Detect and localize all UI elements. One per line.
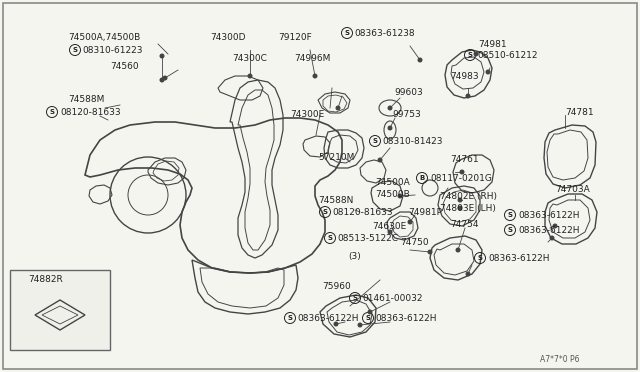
- Text: 08363-6122H: 08363-6122H: [518, 226, 579, 235]
- Text: 08363-6122H: 08363-6122H: [375, 314, 436, 323]
- Text: B: B: [419, 175, 424, 181]
- Text: 08117-0201G: 08117-0201G: [430, 174, 492, 183]
- Text: 74300E: 74300E: [290, 110, 324, 119]
- Text: 08513-5122C: 08513-5122C: [337, 234, 398, 243]
- Circle shape: [312, 74, 317, 78]
- Text: S: S: [72, 47, 77, 53]
- Text: 74996M: 74996M: [294, 54, 330, 63]
- Circle shape: [159, 54, 164, 58]
- Circle shape: [456, 247, 461, 253]
- Circle shape: [460, 170, 465, 174]
- Text: 74882R: 74882R: [28, 275, 63, 284]
- Circle shape: [367, 310, 372, 314]
- Text: 74300D: 74300D: [210, 33, 246, 42]
- Circle shape: [387, 230, 392, 234]
- Text: 74588N: 74588N: [318, 196, 353, 205]
- Text: A7*7*0 P6: A7*7*0 P6: [540, 355, 579, 364]
- Text: 74500A,74500B: 74500A,74500B: [68, 33, 140, 42]
- Text: 99753: 99753: [392, 110, 420, 119]
- Text: S: S: [328, 235, 333, 241]
- Text: 75960: 75960: [322, 282, 351, 291]
- Circle shape: [397, 193, 403, 199]
- Text: S: S: [467, 52, 472, 58]
- Text: 74803E (LH): 74803E (LH): [440, 204, 496, 213]
- Circle shape: [458, 205, 463, 211]
- Text: 08363-6122H: 08363-6122H: [488, 254, 550, 263]
- Text: 08310-61223: 08310-61223: [82, 46, 143, 55]
- Text: 74300C: 74300C: [232, 54, 267, 63]
- Text: 08310-81423: 08310-81423: [382, 137, 442, 146]
- Text: 74781: 74781: [565, 108, 594, 117]
- Circle shape: [163, 76, 168, 80]
- FancyBboxPatch shape: [10, 270, 110, 350]
- Text: S: S: [49, 109, 54, 115]
- Text: S: S: [508, 227, 513, 233]
- Text: 74761: 74761: [450, 155, 479, 164]
- Text: S: S: [353, 295, 358, 301]
- Text: 74981P: 74981P: [408, 208, 442, 217]
- Text: 74981: 74981: [478, 40, 507, 49]
- Circle shape: [474, 51, 479, 57]
- Text: 74750: 74750: [400, 238, 429, 247]
- Circle shape: [465, 272, 470, 276]
- Text: S: S: [477, 255, 483, 261]
- Circle shape: [428, 250, 433, 254]
- Circle shape: [458, 198, 463, 202]
- Text: 74983: 74983: [450, 72, 479, 81]
- Text: 08510-61212: 08510-61212: [477, 51, 538, 60]
- Circle shape: [387, 106, 392, 110]
- Text: 74703A: 74703A: [555, 185, 589, 194]
- Circle shape: [333, 321, 339, 327]
- Circle shape: [358, 323, 362, 327]
- Circle shape: [550, 235, 554, 241]
- Text: 74588M: 74588M: [68, 95, 104, 104]
- Text: 08120-81633: 08120-81633: [60, 108, 120, 117]
- Text: 74500B: 74500B: [375, 190, 410, 199]
- Text: S: S: [344, 30, 349, 36]
- Circle shape: [159, 77, 164, 83]
- Text: 74754: 74754: [450, 220, 479, 229]
- Circle shape: [378, 157, 383, 163]
- Text: 08120-81633: 08120-81633: [332, 208, 392, 217]
- Text: 57210M: 57210M: [318, 153, 355, 162]
- Circle shape: [387, 125, 392, 131]
- Text: 79120F: 79120F: [278, 33, 312, 42]
- Text: 99603: 99603: [394, 88, 423, 97]
- Text: 08363-61238: 08363-61238: [354, 29, 415, 38]
- Circle shape: [552, 224, 557, 228]
- Circle shape: [486, 70, 490, 74]
- Text: 08363-6122H: 08363-6122H: [518, 211, 579, 220]
- Text: S: S: [372, 138, 378, 144]
- Text: S: S: [508, 212, 513, 218]
- Text: 74802E (RH): 74802E (RH): [440, 192, 497, 201]
- Text: 74560: 74560: [110, 62, 139, 71]
- Text: 08363-6122H: 08363-6122H: [297, 314, 358, 323]
- Circle shape: [248, 74, 253, 78]
- Circle shape: [465, 93, 470, 99]
- Text: (3): (3): [348, 252, 361, 261]
- Circle shape: [335, 106, 340, 110]
- Circle shape: [417, 58, 422, 62]
- Text: 74630E: 74630E: [372, 222, 406, 231]
- Text: S: S: [323, 209, 328, 215]
- Text: S: S: [287, 315, 292, 321]
- Text: 01461-00032: 01461-00032: [362, 294, 422, 303]
- Text: S: S: [365, 315, 371, 321]
- Circle shape: [408, 219, 413, 224]
- Text: 74500A: 74500A: [375, 178, 410, 187]
